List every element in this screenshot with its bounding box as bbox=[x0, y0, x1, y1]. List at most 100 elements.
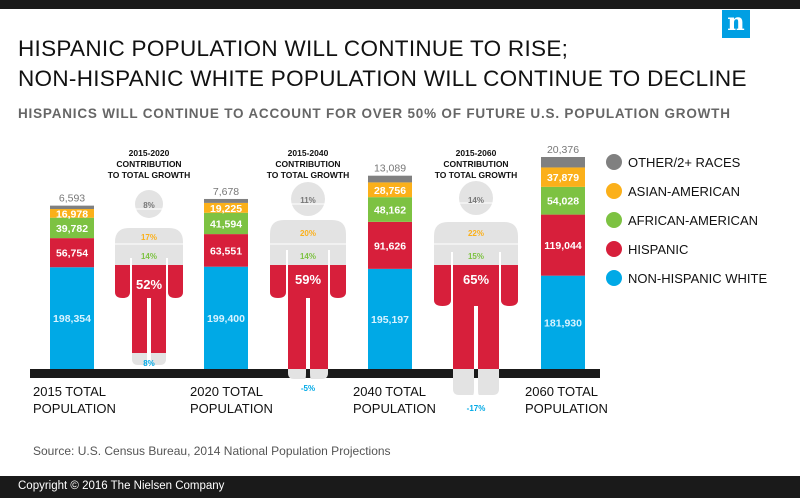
figure-hispanic-fill bbox=[270, 265, 346, 369]
legend-label: ASIAN-AMERICAN bbox=[628, 184, 740, 199]
bar-segment-asian bbox=[541, 167, 585, 187]
data-label-hispanic: 63,551 bbox=[210, 245, 242, 257]
contribution-title: 2015-2020 bbox=[129, 148, 170, 158]
data-label-african: 54,028 bbox=[547, 196, 579, 208]
category-label: 2020 TOTAL bbox=[190, 384, 263, 399]
figure-head bbox=[135, 190, 163, 218]
contribution-title: TO TOTAL GROWTH bbox=[108, 170, 190, 180]
figure-head bbox=[291, 182, 325, 216]
data-label-other: 20,376 bbox=[547, 144, 579, 156]
data-label-white: 198,354 bbox=[53, 313, 91, 325]
source-note: Source: U.S. Census Bureau, 2014 Nationa… bbox=[33, 444, 391, 458]
bar-segment-hispanic bbox=[368, 221, 412, 269]
data-label-asian: 19,225 bbox=[210, 203, 242, 215]
legend-label: OTHER/2+ RACES bbox=[628, 155, 741, 170]
data-label-asian: 28,756 bbox=[374, 185, 406, 197]
bar-segment-african bbox=[204, 212, 248, 235]
bar-segment-other bbox=[368, 175, 412, 183]
nielsen-logo: n bbox=[722, 10, 750, 38]
data-label-african: 39,782 bbox=[56, 223, 88, 235]
category-label: POPULATION bbox=[190, 401, 273, 416]
data-label-other: 13,089 bbox=[374, 163, 406, 175]
bar-segment-hispanic bbox=[50, 238, 94, 268]
bar-segment-other bbox=[50, 205, 94, 210]
contribution-title: CONTRIBUTION bbox=[443, 159, 508, 169]
data-label-asian: 16,978 bbox=[56, 208, 88, 220]
contribution-other: 14% bbox=[468, 196, 484, 205]
contribution-other: 8% bbox=[143, 201, 155, 210]
category-label: POPULATION bbox=[525, 401, 608, 416]
contribution-hispanic: 65% bbox=[463, 272, 489, 287]
person-figure: 11% 20% 14% 59% -5% bbox=[270, 182, 346, 393]
data-label-white: 181,930 bbox=[544, 317, 582, 329]
data-label-other: 7,678 bbox=[213, 186, 239, 198]
contribution-other: 11% bbox=[300, 196, 316, 205]
category-label: 2060 TOTAL bbox=[525, 384, 598, 399]
contribution-asian: 20% bbox=[300, 229, 316, 238]
contribution-african: 15% bbox=[468, 252, 484, 261]
contribution-title: TO TOTAL GROWTH bbox=[435, 170, 517, 180]
category-label: POPULATION bbox=[33, 401, 116, 416]
bar-segment-white bbox=[204, 266, 248, 369]
bar-segment-african bbox=[368, 197, 412, 222]
figure-head bbox=[459, 181, 493, 215]
bar-segment-hispanic bbox=[204, 234, 248, 267]
bar-segment-white bbox=[541, 275, 585, 369]
chart: 198,354 56,754 39,782 16,978 6,593 2015 TOTAL… bbox=[30, 144, 767, 416]
contribution-title: TO TOTAL GROWTH bbox=[267, 170, 349, 180]
bar-segment-african bbox=[50, 217, 94, 239]
bar-segment-white bbox=[50, 267, 94, 369]
person-figure: 8% 17% 14% 52% 8% bbox=[115, 190, 183, 368]
contribution-hispanic: 52% bbox=[136, 277, 162, 292]
title-line-2: NON-HISPANIC WHITE POPULATION WILL CONTI… bbox=[18, 66, 747, 91]
data-label-african: 48,162 bbox=[374, 205, 406, 217]
bar-segment-hispanic bbox=[541, 214, 585, 276]
legend-swatch-hispanic bbox=[606, 241, 622, 257]
legend-swatch-other bbox=[606, 154, 622, 170]
figure-hispanic-fill bbox=[115, 265, 183, 353]
contribution-asian: 17% bbox=[141, 233, 157, 242]
contribution-title: 2015-2040 bbox=[288, 148, 329, 158]
contribution-title: 2015-2060 bbox=[456, 148, 497, 158]
contribution-asian: 22% bbox=[468, 229, 484, 238]
legend-swatch-african bbox=[606, 212, 622, 228]
legend-label: HISPANIC bbox=[628, 242, 688, 257]
legend-label: NON-HISPANIC WHITE bbox=[628, 271, 767, 286]
figure-hispanic-fill bbox=[434, 265, 518, 369]
contribution-title: CONTRIBUTION bbox=[116, 159, 181, 169]
data-label-asian: 37,879 bbox=[547, 172, 579, 184]
person-figure: 14% 22% 15% 65% -17% bbox=[434, 181, 518, 413]
legend-swatch-asian bbox=[606, 183, 622, 199]
data-label-white: 199,400 bbox=[207, 313, 245, 325]
top-bar bbox=[0, 0, 800, 9]
category-label: POPULATION bbox=[353, 401, 436, 416]
legend-swatch-white bbox=[606, 270, 622, 286]
contribution-white: 8% bbox=[143, 359, 155, 368]
contribution-african: 14% bbox=[141, 252, 157, 261]
data-label-african: 41,594 bbox=[210, 218, 242, 230]
contribution-hispanic: 59% bbox=[295, 272, 321, 287]
subtitle: HISPANICS WILL CONTINUE TO ACCOUNT FOR O… bbox=[18, 106, 731, 121]
legend-label: AFRICAN-AMERICAN bbox=[628, 213, 758, 228]
data-label-other: 6,593 bbox=[59, 193, 85, 205]
category-label: 2015 TOTAL bbox=[33, 384, 106, 399]
bar-segment-white bbox=[368, 268, 412, 369]
bar-segment-asian bbox=[368, 182, 412, 198]
bar-segment-other bbox=[541, 156, 585, 168]
footer-bar: Copyright © 2016 The Nielsen Company bbox=[0, 476, 800, 498]
data-label-hispanic: 91,626 bbox=[374, 240, 406, 252]
data-label-hispanic: 56,754 bbox=[56, 248, 88, 260]
bar-segment-asian bbox=[204, 202, 248, 213]
bar-segment-asian bbox=[50, 209, 94, 218]
category-label: 2040 TOTAL bbox=[353, 384, 426, 399]
data-label-hispanic: 119,044 bbox=[544, 240, 582, 252]
bar-segment-other bbox=[204, 198, 248, 203]
title-line-1: HISPANIC POPULATION WILL CONTINUE TO RIS… bbox=[18, 36, 569, 61]
data-label-white: 195,197 bbox=[371, 314, 409, 326]
contribution-african: 14% bbox=[300, 252, 316, 261]
contribution-white: -17% bbox=[467, 404, 486, 413]
bar-segment-african bbox=[541, 186, 585, 215]
contribution-title: CONTRIBUTION bbox=[275, 159, 340, 169]
contribution-white: -5% bbox=[301, 384, 315, 393]
